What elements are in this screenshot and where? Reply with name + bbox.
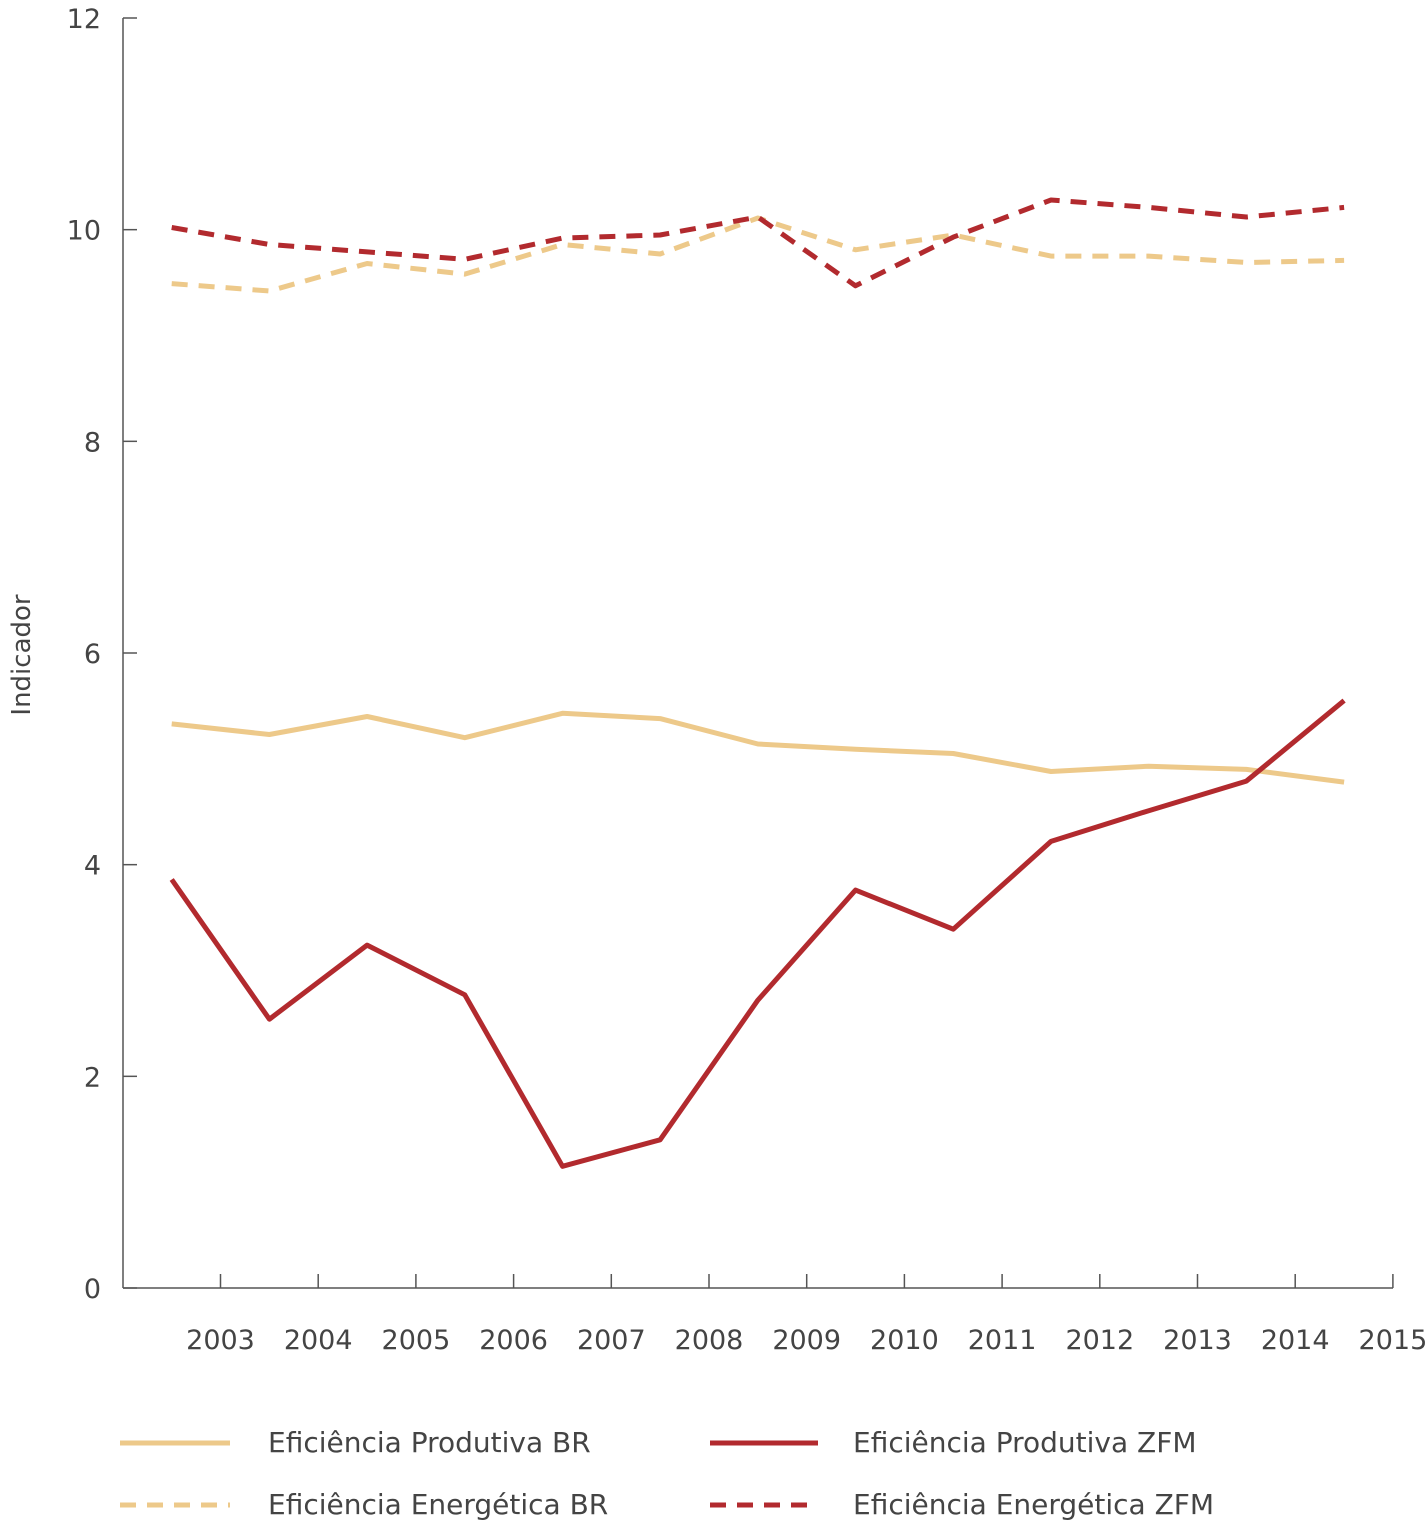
y-tick-label: 12: [67, 4, 101, 35]
x-tick-label: 2011: [968, 1325, 1037, 1356]
legend-item-1: Eficiência Produtiva BR: [120, 1426, 591, 1459]
x-tick-label: 2005: [382, 1325, 451, 1356]
legend-label: Eficiência Energética ZFM: [853, 1488, 1214, 1521]
x-tick-label: 2013: [1163, 1325, 1232, 1356]
legend-label: Eficiência Energética BR: [268, 1488, 608, 1521]
legend-item-4: Eficiência Energética ZFM: [710, 1488, 1214, 1521]
x-tick-label: 2009: [772, 1325, 841, 1356]
x-axis-ticks: 2003 2004 2005 2006 2007 2008 2009 2010 2011 2012…: [186, 1274, 1426, 1356]
legend-item-3: Eficiência Energética BR: [120, 1488, 608, 1521]
x-tick-label: 2015: [1359, 1325, 1426, 1356]
series-line-4: [171, 197, 1345, 289]
y-tick-label: 4: [84, 851, 101, 882]
legend-label: Eficiência Produtiva ZFM: [853, 1426, 1196, 1459]
y-tick-label: 2: [84, 1062, 101, 1093]
series-line-1: [171, 710, 1345, 785]
x-tick-label: 2007: [577, 1325, 646, 1356]
y-axis-title: Indicador: [7, 594, 37, 716]
x-tick-label: 2010: [870, 1325, 939, 1356]
y-axis-ticks: 0 2 4 6 8 10 12: [67, 4, 137, 1305]
y-tick-label: 6: [84, 639, 101, 670]
axes: [122, 18, 1393, 1289]
series-layer: [169, 197, 1346, 1169]
legend-item-2: Eficiência Produtiva ZFM: [710, 1426, 1196, 1459]
y-tick-label: 8: [84, 427, 101, 458]
x-tick-label: 2006: [479, 1325, 548, 1356]
legend-label: Eficiência Produtiva BR: [268, 1426, 591, 1459]
x-tick-label: 2004: [284, 1325, 353, 1356]
x-tick-label: 2003: [186, 1325, 255, 1356]
x-tick-label: 2014: [1261, 1325, 1330, 1356]
y-tick-label: 10: [67, 216, 101, 247]
x-tick-label: 2012: [1065, 1325, 1134, 1356]
series-line-3: [171, 215, 1345, 294]
x-tick-label: 2008: [675, 1325, 744, 1356]
y-tick-label: 0: [84, 1274, 101, 1305]
legend: Eficiência Produtiva BR Eficiência Produt…: [120, 1426, 1214, 1521]
series-line-2: [169, 698, 1346, 1169]
